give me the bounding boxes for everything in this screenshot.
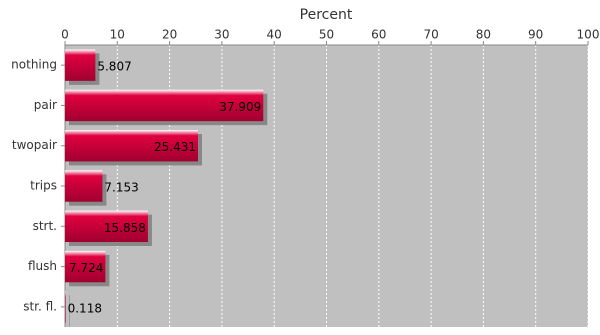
bar	[65, 210, 148, 242]
bar	[65, 49, 96, 81]
value-label: 7.724	[69, 261, 103, 275]
x-tick-label: 20	[162, 28, 177, 42]
x-tick-label: 70	[423, 28, 438, 42]
x-tick-label: 10	[110, 28, 125, 42]
x-tick-label: 60	[371, 28, 386, 42]
x-tick-label: 100	[577, 28, 600, 42]
x-tick-label: 50	[319, 28, 334, 42]
y-tick-label: str. fl.	[23, 299, 57, 313]
bar	[65, 291, 66, 323]
value-label: 15.858	[104, 221, 146, 235]
x-tick-label: 0	[61, 28, 69, 42]
y-tick-label: trips	[30, 179, 57, 193]
bar	[65, 130, 199, 162]
value-label: 5.807	[97, 60, 131, 74]
x-tick-label: 90	[528, 28, 543, 42]
value-label: 7.153	[104, 181, 138, 195]
y-tick-label: strt.	[33, 219, 57, 233]
y-tick-label: flush	[28, 259, 57, 273]
value-label: 0.118	[68, 301, 102, 315]
bar	[65, 89, 264, 122]
y-tick-label: nothing	[11, 58, 57, 72]
bar-shadow	[69, 295, 70, 327]
axis-title: Percent	[300, 7, 353, 23]
y-tick-label: pair	[34, 98, 57, 112]
value-label: 25.431	[154, 140, 196, 154]
bar	[65, 250, 106, 283]
x-tick-label: 30	[214, 28, 229, 42]
x-tick-label: 80	[476, 28, 491, 42]
bar	[65, 170, 103, 202]
value-label: 37.909	[219, 100, 261, 114]
y-tick-label: twopair	[12, 138, 57, 152]
x-tick-label: 40	[267, 28, 282, 42]
